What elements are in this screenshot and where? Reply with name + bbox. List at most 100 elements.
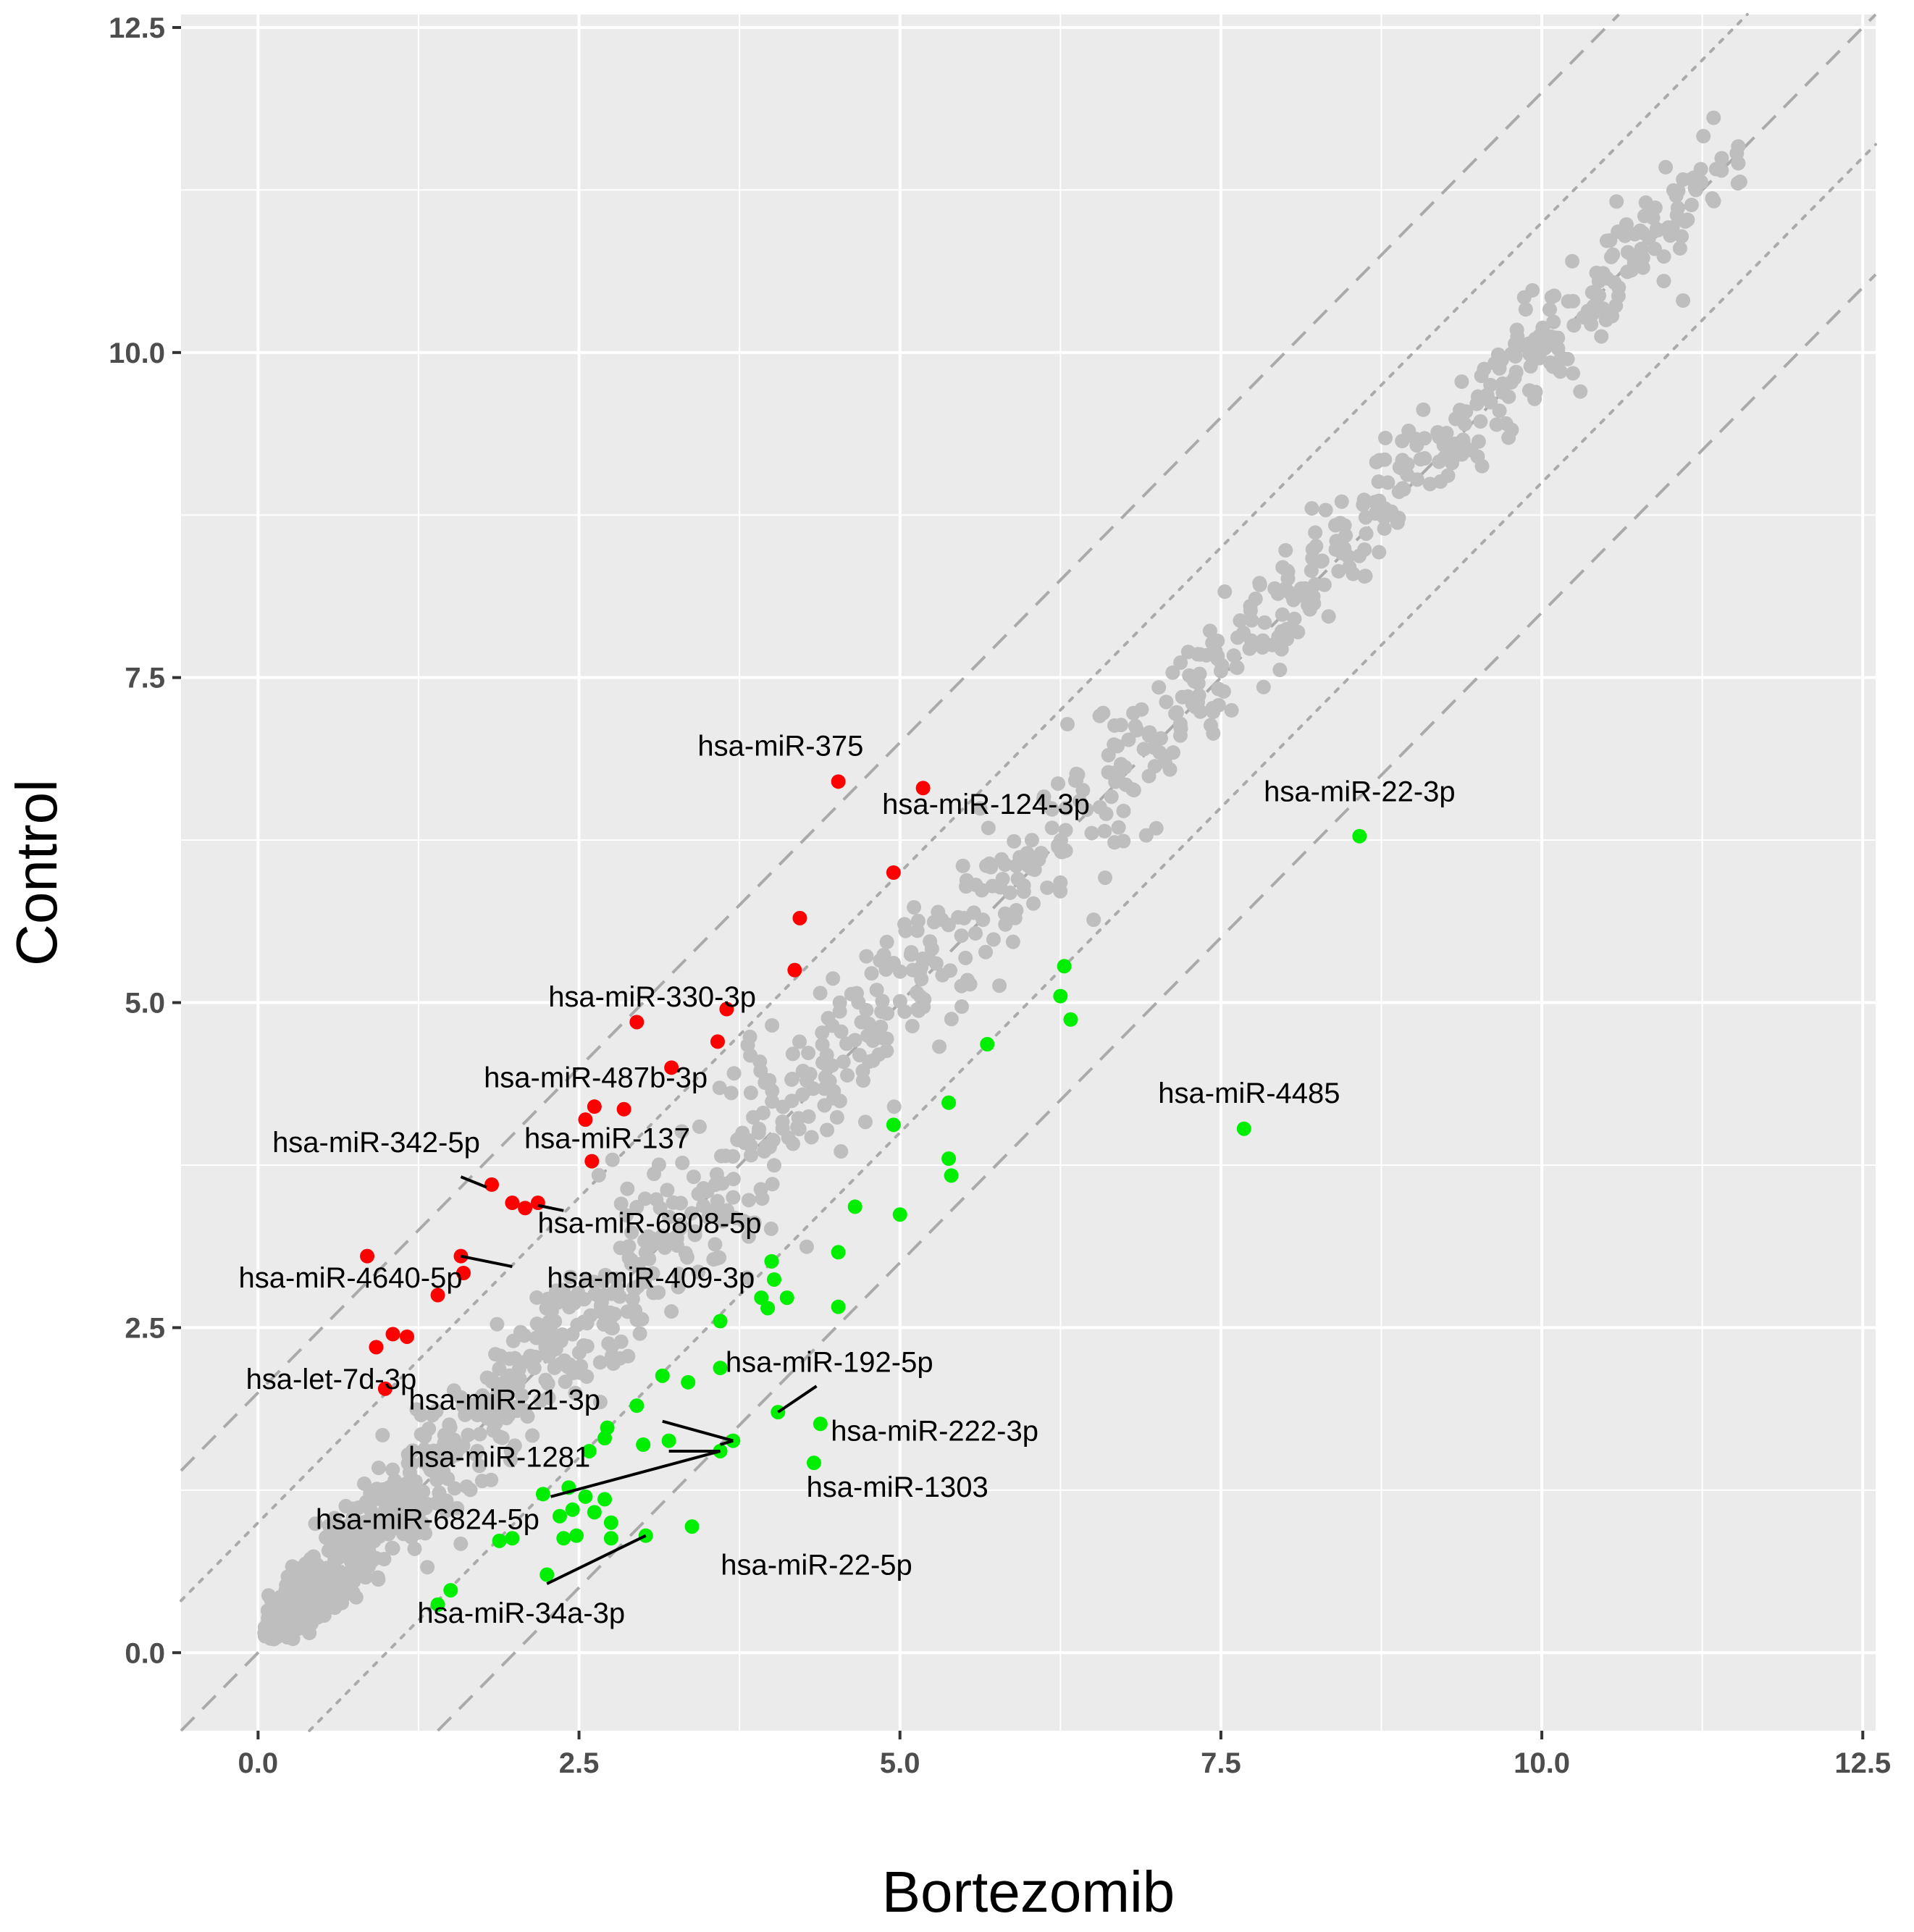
background-point [607, 1306, 622, 1322]
background-point [264, 1598, 280, 1613]
control-up-point [377, 1381, 393, 1396]
background-point [765, 1133, 781, 1148]
background-point [1053, 875, 1068, 890]
bortezomib-up-point [582, 1443, 597, 1458]
background-point [1050, 776, 1065, 791]
background-point [596, 1316, 611, 1332]
background-point [583, 1308, 598, 1323]
background-point [1501, 389, 1516, 404]
background-points [257, 110, 1747, 1647]
background-point [1005, 934, 1020, 949]
background-point [997, 857, 1012, 872]
background-point [1328, 518, 1343, 533]
background-point [592, 1355, 608, 1370]
background-point [1040, 880, 1055, 895]
background-point [1609, 194, 1624, 209]
background-point [720, 1203, 735, 1218]
background-point [1053, 833, 1068, 848]
background-point [673, 1217, 689, 1232]
bortezomib-up-point [1236, 1121, 1251, 1136]
background-point [879, 1043, 894, 1059]
background-point [471, 1458, 487, 1474]
bortezomib-up-point [552, 1508, 567, 1524]
background-point [714, 1148, 729, 1164]
background-point [1528, 385, 1543, 400]
background-point [1368, 506, 1383, 521]
background-point [673, 1196, 688, 1211]
background-point [1217, 584, 1233, 600]
bortezomib-up-point [597, 1492, 612, 1507]
background-point [1457, 416, 1472, 432]
x-tick-label: 2.5 [559, 1747, 600, 1779]
background-point [1111, 768, 1126, 783]
background-point [1474, 369, 1489, 384]
background-point [298, 1581, 314, 1596]
leader-line [662, 1419, 734, 1442]
background-point [1256, 679, 1271, 694]
control-up-point [456, 1266, 471, 1280]
y-tick-label: 2.5 [125, 1312, 165, 1344]
y-tick-label: 10.0 [109, 337, 165, 369]
background-point [801, 1046, 816, 1061]
background-point [365, 1487, 380, 1502]
background-point [820, 1122, 835, 1138]
background-point [1470, 449, 1485, 464]
control-up-point [400, 1329, 414, 1344]
background-point [904, 1019, 920, 1034]
background-point [1523, 358, 1538, 374]
background-point [1305, 551, 1320, 566]
background-point [1377, 430, 1393, 445]
background-point [1688, 182, 1703, 198]
background-point [687, 1224, 702, 1239]
background-point [820, 1011, 836, 1026]
background-point [612, 1289, 627, 1304]
background-point [741, 1229, 756, 1244]
background-point [343, 1578, 358, 1593]
background-point [484, 1374, 499, 1389]
background-point [375, 1427, 390, 1442]
background-point [549, 1283, 564, 1298]
bortezomib-up-point [886, 1117, 901, 1133]
background-point [539, 1301, 554, 1316]
mirna-label: hsa-miR-4640-5p [238, 1262, 462, 1294]
background-point [1533, 341, 1548, 356]
background-point [626, 1280, 641, 1295]
background-point [1210, 634, 1225, 649]
background-point [1729, 146, 1745, 161]
dashed-reference-line [180, 13, 1620, 1472]
background-point [1525, 282, 1540, 298]
background-point [1566, 318, 1582, 333]
background-point [1619, 217, 1634, 232]
background-point [404, 1456, 419, 1471]
background-point [1394, 461, 1409, 476]
background-point [955, 858, 970, 873]
background-point [1674, 229, 1690, 244]
background-point [597, 1267, 613, 1282]
background-point [763, 1221, 778, 1236]
control-up-point [710, 1034, 725, 1049]
mirna-label: hsa-miR-124-3p [882, 789, 1090, 820]
background-point [692, 1119, 707, 1134]
background-point [813, 986, 828, 1001]
background-point [958, 950, 973, 965]
background-point [348, 1523, 364, 1538]
mirna-label: hsa-miR-409-3p [547, 1262, 755, 1294]
background-point [1483, 395, 1498, 410]
background-point [447, 1481, 462, 1496]
background-point [648, 1235, 663, 1251]
background-point [488, 1415, 503, 1430]
significant-points [360, 774, 1367, 1612]
background-point [684, 1206, 699, 1221]
background-point [1684, 197, 1699, 212]
background-point [1696, 129, 1711, 144]
background-point [1417, 450, 1432, 466]
background-point [737, 1135, 752, 1151]
background-point [666, 1231, 681, 1246]
bortezomib-up-point [597, 1431, 612, 1446]
background-point [1611, 280, 1627, 295]
background-point [1202, 623, 1217, 639]
background-point [562, 1357, 577, 1372]
bortezomib-up-point [831, 1299, 846, 1314]
background-point [470, 1443, 485, 1458]
